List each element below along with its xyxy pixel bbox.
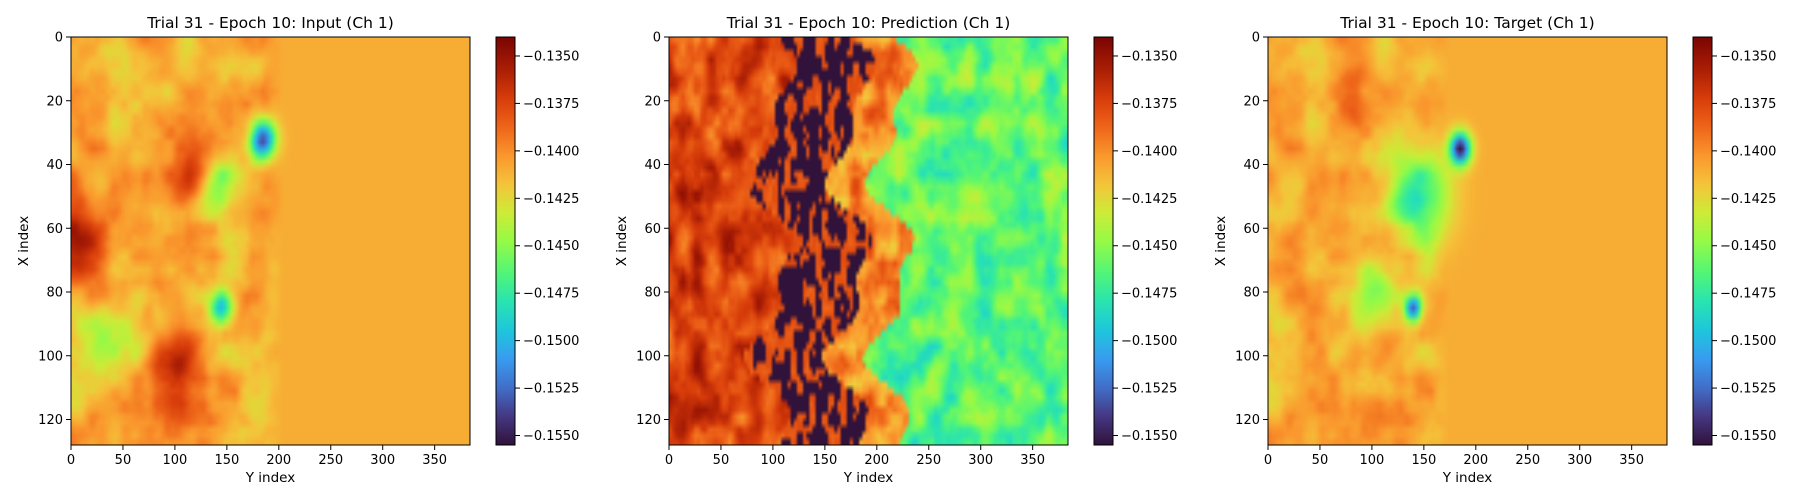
x-tick-label: 200 xyxy=(1463,453,1488,468)
x-tick-label: 250 xyxy=(318,453,343,468)
x-tick-label: 200 xyxy=(864,453,889,468)
x-tick-label: 50 xyxy=(115,453,132,468)
x-axis-label: Y index xyxy=(843,470,893,486)
heatmap-image xyxy=(71,37,470,445)
colorbar-tick-label: −0.1500 xyxy=(1121,334,1177,349)
x-tick-label: 150 xyxy=(214,453,239,468)
colorbar-tick-label: −0.1475 xyxy=(1121,287,1177,302)
colorbar-tick-label: −0.1375 xyxy=(523,97,579,112)
y-tick-label: 40 xyxy=(644,158,661,173)
y-tick-label: 100 xyxy=(1235,349,1260,364)
colorbar-tick-label: −0.1450 xyxy=(523,239,579,254)
colorbar-tick-label: −0.1425 xyxy=(523,192,579,207)
x-tick-label: 350 xyxy=(1619,453,1644,468)
colorbar-tick-label: −0.1525 xyxy=(1121,382,1177,397)
colorbar-tick-label: −0.1450 xyxy=(1121,239,1177,254)
heatmap-image xyxy=(669,37,1068,445)
y-tick-label: 60 xyxy=(644,222,661,237)
colorbar-tick-label: −0.1400 xyxy=(1121,144,1177,159)
y-tick-label: 80 xyxy=(46,286,63,301)
x-tick-label: 50 xyxy=(1312,453,1329,468)
x-tick-label: 250 xyxy=(916,453,941,468)
x-axis-label: Y index xyxy=(245,470,295,486)
colorbar-tick-label: −0.1500 xyxy=(1720,334,1776,349)
colorbar xyxy=(495,36,516,446)
colorbar-tick-label: −0.1550 xyxy=(523,429,579,444)
y-tick-label: 80 xyxy=(644,286,661,301)
y-tick-label: 100 xyxy=(636,349,661,364)
x-tick-label: 300 xyxy=(370,453,395,468)
y-tick-label: 120 xyxy=(636,413,661,428)
x-tick-label: 150 xyxy=(1411,453,1436,468)
colorbar-tick-label: −0.1375 xyxy=(1121,97,1177,112)
chart-title: Trial 31 - Epoch 10: Input (Ch 1) xyxy=(146,14,394,32)
colorbar-tick-label: −0.1400 xyxy=(523,144,579,159)
colorbar-tick-label: −0.1475 xyxy=(1720,287,1776,302)
y-tick-label: 120 xyxy=(1235,413,1260,428)
y-tick-label: 120 xyxy=(38,413,63,428)
colorbar-tick-label: −0.1550 xyxy=(1720,429,1776,444)
x-tick-label: 100 xyxy=(162,453,187,468)
x-tick-label: 150 xyxy=(812,453,837,468)
y-tick-label: 20 xyxy=(644,94,661,109)
panel-1: Trial 31 - Epoch 10: Input (Ch 1) 0 50 100 1… xyxy=(16,14,579,486)
x-tick-label: 50 xyxy=(713,453,730,468)
y-tick-label: 40 xyxy=(1243,158,1260,173)
y-tick-label: 0 xyxy=(1252,31,1260,46)
colorbar-tick-label: −0.1525 xyxy=(523,382,579,397)
y-tick-label: 60 xyxy=(46,222,63,237)
plot-frame xyxy=(668,36,1069,446)
x-tick-label: 300 xyxy=(1567,453,1592,468)
y-axis-label: X index xyxy=(16,216,32,266)
colorbar-tick-label: −0.1425 xyxy=(1121,192,1177,207)
x-tick-label: 300 xyxy=(968,453,993,468)
colorbar-tick-label: −0.1350 xyxy=(1720,49,1776,64)
y-tick-label: 0 xyxy=(55,31,63,46)
chart-title: Trial 31 - Epoch 10: Target (Ch 1) xyxy=(1339,14,1594,32)
colorbar xyxy=(1093,36,1114,446)
x-tick-label: 350 xyxy=(422,453,447,468)
y-tick-label: 40 xyxy=(46,158,63,173)
x-tick-label: 0 xyxy=(67,453,75,468)
colorbar-tick-label: −0.1350 xyxy=(1121,49,1177,64)
colorbar-tick-label: −0.1350 xyxy=(523,49,579,64)
x-axis-label: Y index xyxy=(1442,470,1492,486)
colorbar-tick-label: −0.1375 xyxy=(1720,97,1776,112)
colorbar-tick-label: −0.1400 xyxy=(1720,144,1776,159)
x-tick-label: 350 xyxy=(1020,453,1045,468)
x-tick-label: 250 xyxy=(1515,453,1540,468)
y-tick-label: 100 xyxy=(38,349,63,364)
colorbar-tick-label: −0.1550 xyxy=(1121,429,1177,444)
y-tick-label: 20 xyxy=(1243,94,1260,109)
chart-title: Trial 31 - Epoch 10: Prediction (Ch 1) xyxy=(726,14,1011,32)
colorbar-tick-label: −0.1425 xyxy=(1720,192,1776,207)
y-tick-label: 60 xyxy=(1243,222,1260,237)
colorbar-tick-label: −0.1500 xyxy=(523,334,579,349)
y-tick-label: 0 xyxy=(653,31,661,46)
x-tick-label: 100 xyxy=(760,453,785,468)
y-tick-label: 80 xyxy=(1243,286,1260,301)
x-tick-label: 0 xyxy=(1264,453,1272,468)
x-tick-label: 200 xyxy=(266,453,291,468)
colorbar-tick-label: −0.1450 xyxy=(1720,239,1776,254)
colorbar-tick-label: −0.1475 xyxy=(523,287,579,302)
y-tick-label: 20 xyxy=(46,94,63,109)
colorbar-tick-label: −0.1525 xyxy=(1720,382,1776,397)
x-tick-label: 100 xyxy=(1359,453,1384,468)
colorbar xyxy=(1692,36,1713,446)
heatmap-image xyxy=(1268,37,1667,445)
y-axis-label: X index xyxy=(614,216,630,266)
plot-frame xyxy=(70,36,471,446)
panel-2: Trial 31 - Epoch 10: Prediction (Ch 1) 0 5… xyxy=(614,14,1177,486)
y-axis-label: X index xyxy=(1213,216,1229,266)
x-tick-label: 0 xyxy=(665,453,673,468)
panel-3: Trial 31 - Epoch 10: Target (Ch 1) 0 50 100… xyxy=(1213,14,1776,486)
plot-frame xyxy=(1267,36,1668,446)
